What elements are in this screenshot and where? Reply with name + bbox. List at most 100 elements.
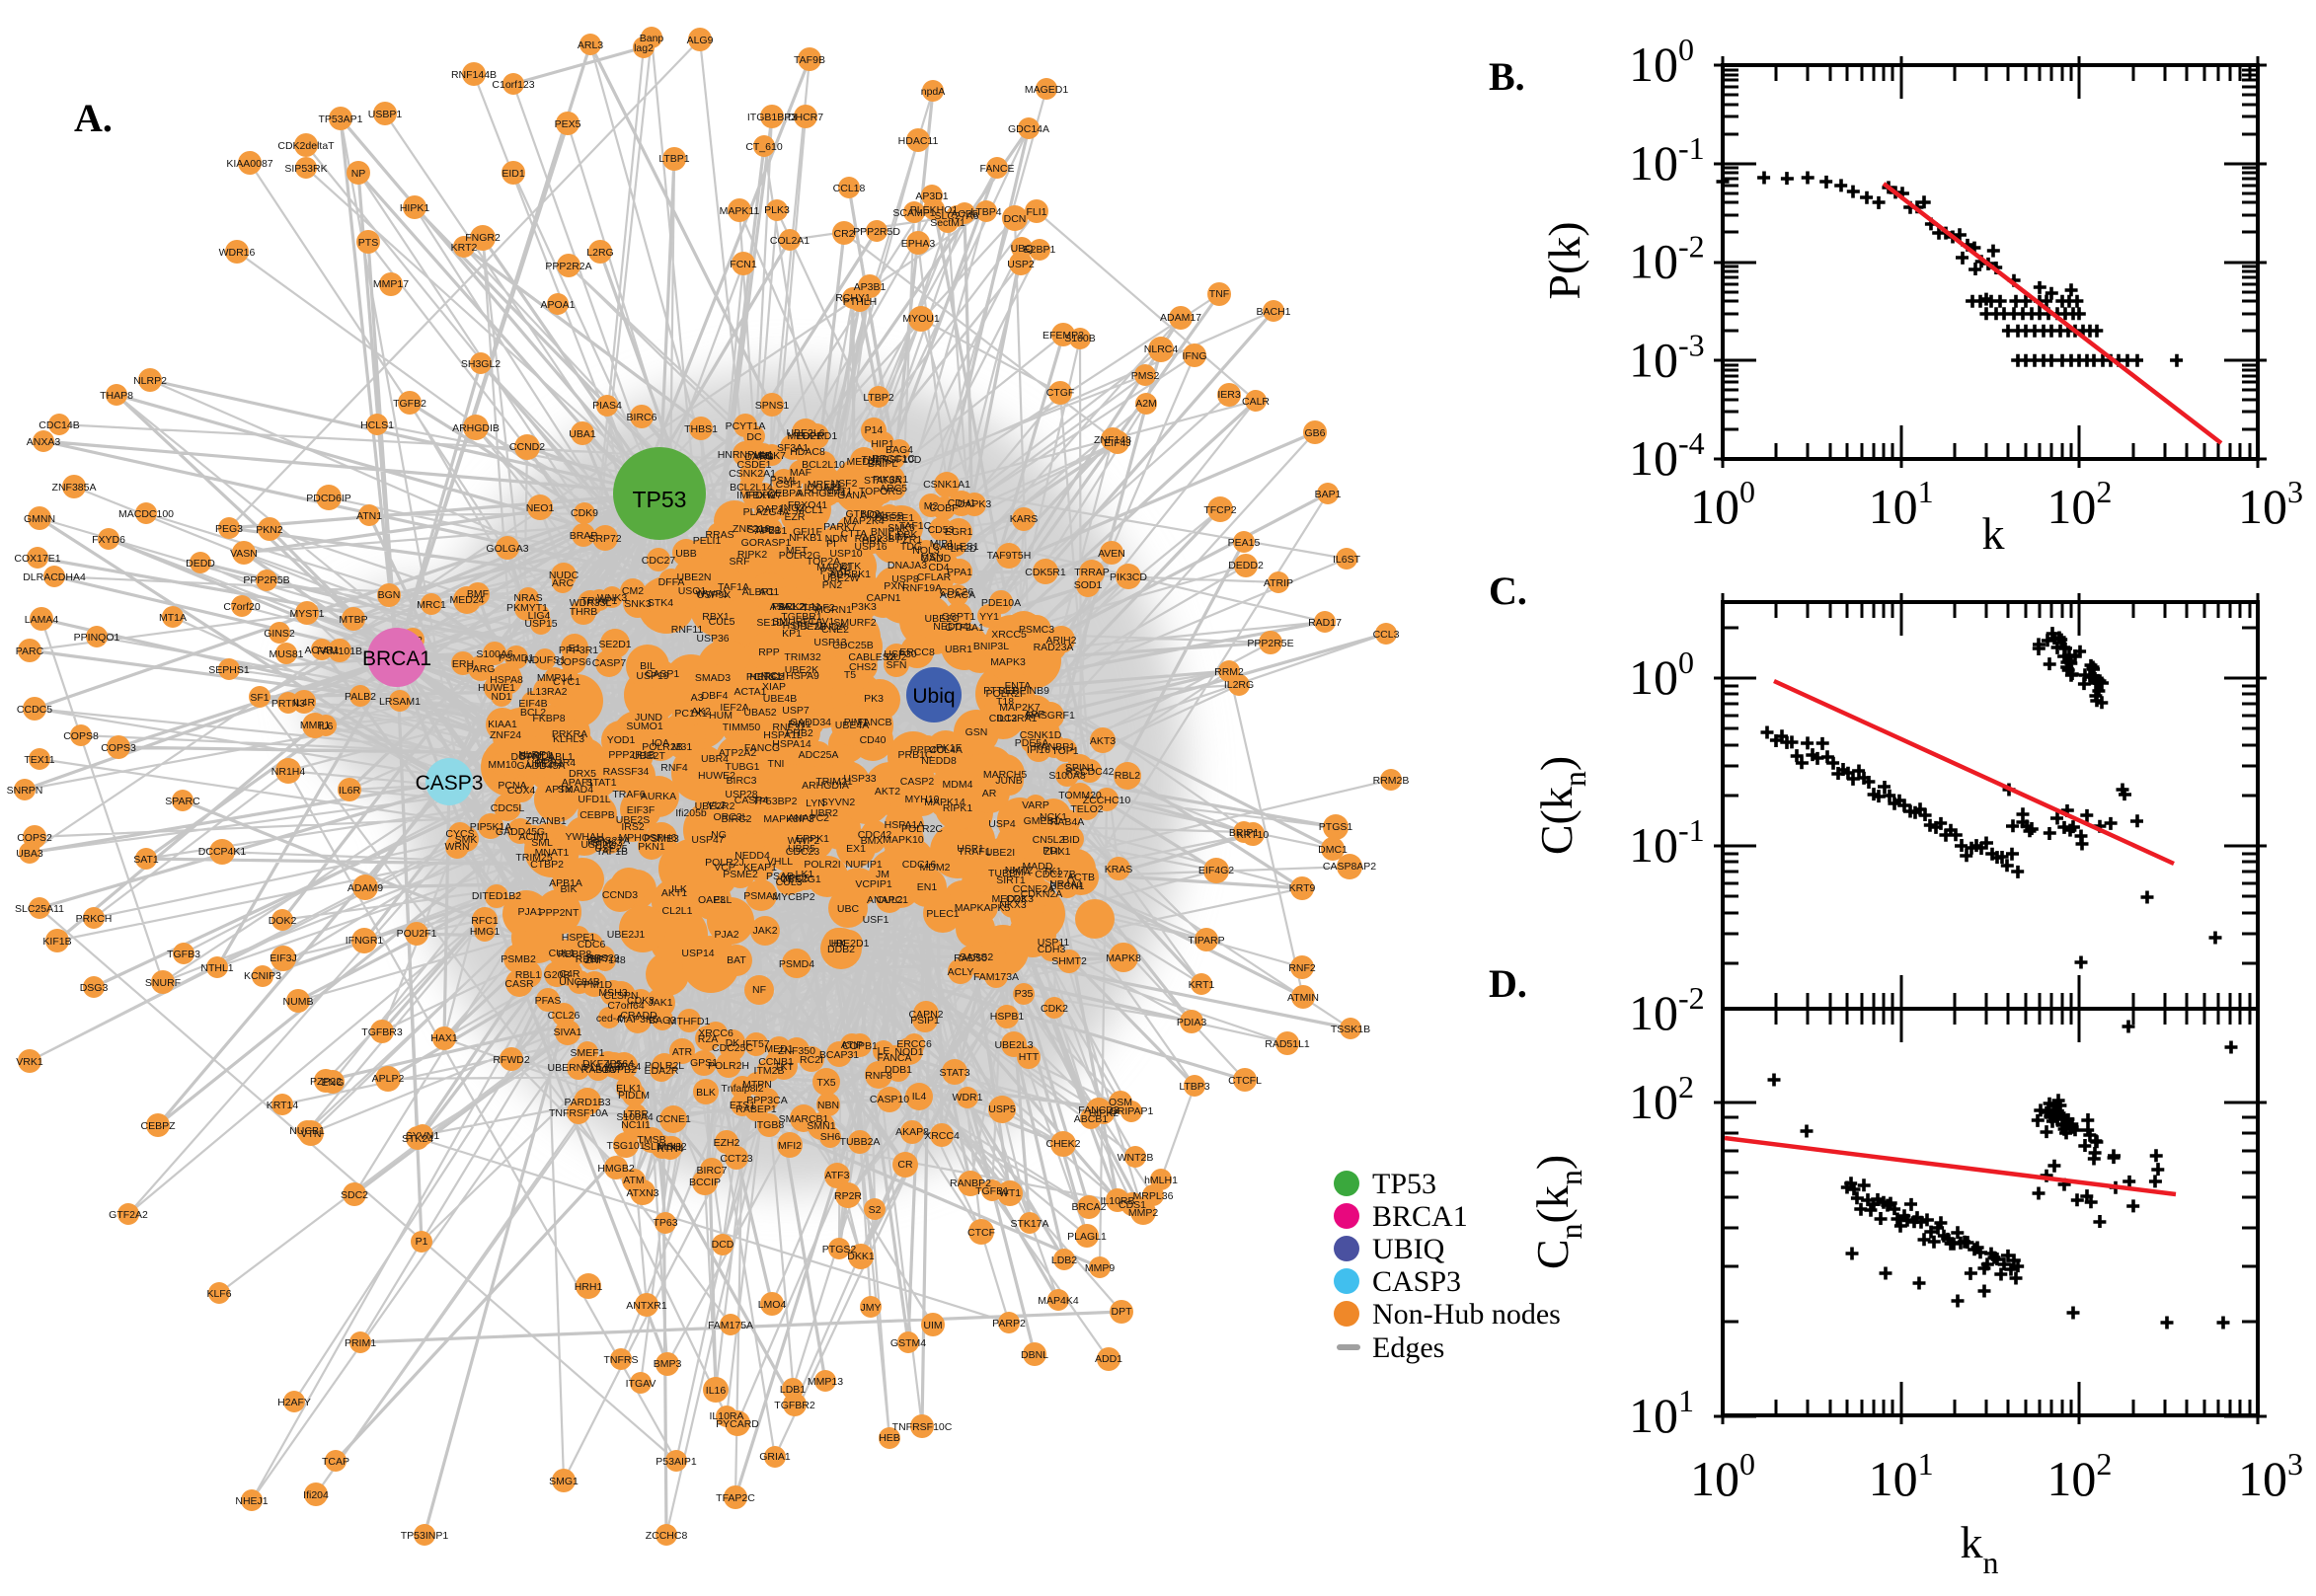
svg-text:KARS: KARS (1010, 513, 1039, 525)
svg-text:DMC1: DMC1 (1318, 844, 1348, 856)
svg-text:PRB1C: PRB1C (897, 749, 932, 761)
svg-text:SH3GL2: SH3GL2 (461, 358, 501, 370)
svg-text:DKFZP564: DKFZP564 (582, 1058, 634, 1070)
svg-text:SMK: SMK (455, 834, 478, 846)
svg-text:SMURF1: SMURF1 (772, 616, 814, 628)
svg-text:NLRP1: NLRP1 (518, 749, 552, 761)
svg-text:IL13RA1: IL13RA1 (997, 713, 1038, 724)
svg-text:TP53AP1: TP53AP1 (319, 114, 363, 125)
svg-text:RAD17: RAD17 (1308, 617, 1342, 629)
svg-text:ABL1: ABL1 (548, 751, 574, 763)
svg-text:ZNF`148: ZNF`148 (584, 954, 626, 966)
svg-text:CT_610: CT_610 (745, 141, 783, 153)
svg-text:DC: DC (746, 431, 762, 443)
svg-text:CUL2: CUL2 (877, 894, 903, 906)
svg-text:GADD45A: GADD45A (516, 760, 565, 772)
svg-text:RAB1A: RAB1A (581, 1064, 615, 1076)
svg-text:ENG: ENG (322, 1077, 345, 1089)
svg-text:TOPRD1: TOPRD1 (796, 430, 838, 442)
svg-text:HSPE1: HSPE1 (562, 932, 596, 944)
svg-text:VTN: VTN (301, 1128, 322, 1140)
svg-text:ced-4: ced-4 (596, 1013, 622, 1025)
svg-text:HSPB1: HSPB1 (990, 1011, 1025, 1023)
svg-text:PTTG1: PTTG1 (983, 685, 1017, 697)
svg-text:PTGS2: PTGS2 (822, 1244, 857, 1255)
svg-text:RNF4: RNF4 (660, 762, 688, 774)
svg-text:ERH: ERH (452, 658, 474, 670)
svg-text:DHCR7: DHCR7 (788, 112, 823, 123)
svg-text:CD53: CD53 (928, 524, 955, 536)
svg-text:USP47: USP47 (691, 834, 724, 846)
svg-text:RBX1: RBX1 (702, 611, 730, 623)
svg-text:BRIP1: BRIP1 (1229, 827, 1260, 839)
svg-text:POLR2H: POLR2H (708, 1060, 749, 1072)
svg-text:TGFB2: TGFB2 (393, 398, 426, 410)
svg-text:BMF: BMF (467, 588, 489, 600)
svg-text:RNF2: RNF2 (1288, 962, 1316, 974)
svg-text:CCL26: CCL26 (548, 1010, 580, 1022)
svg-text:PFAS: PFAS (535, 995, 562, 1007)
svg-text:CDH3: CDH3 (1038, 944, 1066, 955)
svg-text:ING2: ING2 (781, 502, 806, 514)
svg-text:NOD1: NOD1 (894, 1046, 923, 1058)
svg-text:PARK7: PARK7 (823, 521, 857, 533)
svg-text:IER3: IER3 (1217, 389, 1241, 401)
svg-text:M31: M31 (672, 741, 693, 753)
svg-text:UBE2D1: UBE2D1 (829, 938, 870, 950)
svg-text:G20B: G20B (544, 969, 571, 981)
svg-text:NF: NF (752, 984, 766, 996)
svg-text:WT1: WT1 (999, 1187, 1021, 1199)
svg-text:DARS: DARS (744, 451, 773, 463)
svg-text:THBS1: THBS1 (684, 423, 718, 435)
svg-text:S100A6: S100A6 (476, 648, 513, 660)
svg-text:RRCC1C: RRCC1C (872, 453, 915, 465)
svg-text:TP53BP2: TP53BP2 (753, 796, 798, 807)
svg-text:PTHLH: PTHLH (843, 296, 877, 308)
svg-text:RP2R: RP2R (834, 1190, 862, 1202)
svg-text:VCP: VCP (714, 862, 735, 874)
svg-text:UBE4B: UBE4B (763, 693, 797, 705)
svg-text:TIPARP: TIPARP (1188, 935, 1224, 947)
svg-text:CCND3: CCND3 (602, 889, 638, 901)
svg-text:BLK: BLK (696, 1087, 716, 1099)
svg-text:HEB: HEB (879, 1432, 900, 1444)
svg-text:UBR5: UBR5 (788, 843, 815, 855)
svg-text:UBR1: UBR1 (945, 644, 972, 655)
svg-text:PIN1: PIN1 (788, 719, 811, 730)
svg-text:ACTA1: ACTA1 (733, 686, 766, 698)
svg-text:DEDD2: DEDD2 (1228, 560, 1264, 571)
svg-text:TP63: TP63 (653, 1217, 677, 1229)
svg-text:SNRPN: SNRPN (7, 785, 43, 797)
svg-text:LTBP2: LTBP2 (863, 392, 893, 404)
svg-text:DDB1: DDB1 (885, 1064, 912, 1076)
svg-text:KIF5B: KIF5B (875, 510, 903, 522)
svg-text:BCL2: BCL2 (520, 707, 546, 719)
svg-text:SNURF: SNURF (145, 977, 181, 989)
svg-text:NDN: NDN (825, 533, 848, 545)
svg-text:ZNF385A: ZNF385A (52, 482, 97, 494)
svg-text:TDG: TDG (900, 541, 922, 553)
svg-text:CLSPN: CLSPN (603, 990, 638, 1002)
svg-text:CYCS: CYCS (445, 828, 474, 840)
svg-text:SLC27A6: SLC27A6 (935, 210, 979, 222)
svg-text:SRF: SRF (730, 556, 750, 568)
svg-text:ANAPC2: ANAPC2 (788, 812, 829, 824)
svg-text:FNGR2: FNGR2 (465, 232, 501, 244)
svg-text:PK1F: PK1F (936, 742, 962, 754)
svg-text:VCPIP1: VCPIP1 (855, 878, 892, 890)
svg-text:HMG1: HMG1 (470, 926, 500, 938)
svg-text:SYVN2: SYVN2 (821, 797, 856, 808)
svg-text:LK1: LK1 (796, 869, 814, 880)
svg-text:HTT: HTT (1019, 1051, 1040, 1063)
svg-text:HIPK1: HIPK1 (400, 202, 430, 214)
svg-text:UBB: UBB (675, 548, 697, 560)
svg-text:WDR33L: WDR33L (570, 597, 612, 609)
svg-text:SMAD3: SMAD3 (695, 672, 731, 684)
svg-text:POLR2I: POLR2I (804, 859, 840, 871)
svg-text:ITGAV: ITGAV (626, 1378, 656, 1390)
svg-text:TCAP: TCAP (322, 1456, 349, 1468)
svg-text:EGR1: EGR1 (945, 526, 973, 538)
svg-text:TOP2A: TOP2A (807, 556, 840, 568)
svg-text:BMP3: BMP3 (654, 1358, 682, 1370)
svg-text:TNI: TNI (768, 758, 785, 770)
